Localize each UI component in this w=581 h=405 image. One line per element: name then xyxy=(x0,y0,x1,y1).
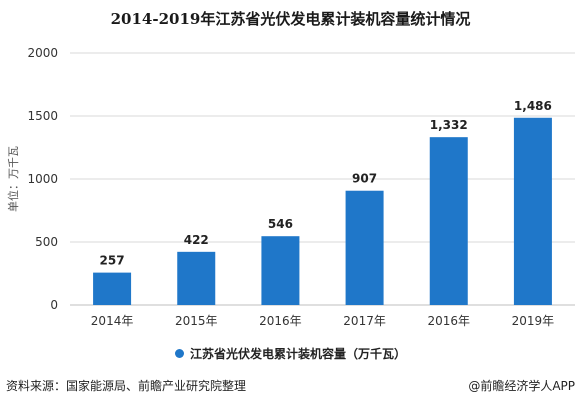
legend-swatch xyxy=(174,349,184,358)
y-tick-label: 500 xyxy=(35,235,58,249)
data-label: 1,486 xyxy=(514,99,552,113)
x-tick-label: 2016年 xyxy=(259,314,302,328)
legend: 江苏省光伏发电累计装机容量（万千瓦） xyxy=(0,345,581,362)
data-label: 907 xyxy=(352,172,377,186)
bar xyxy=(177,251,216,305)
data-label: 257 xyxy=(100,254,125,268)
x-tick-label: 2016年 xyxy=(427,314,470,328)
y-tick-label: 1500 xyxy=(27,109,58,123)
data-label: 1,332 xyxy=(430,118,468,132)
chart-title: 2014-2019年江苏省光伏发电累计装机容量统计情况 xyxy=(110,10,471,28)
bar xyxy=(513,117,552,305)
brand-label: @前瞻经济学人APP xyxy=(468,379,575,393)
x-tick-label: 2015年 xyxy=(175,314,218,328)
source-note: 资料来源：国家能源局、前瞻产业研究院整理 xyxy=(6,379,247,393)
bar xyxy=(345,190,384,305)
data-label: 546 xyxy=(268,217,293,231)
bar xyxy=(93,272,132,305)
x-tick-label: 2019年 xyxy=(512,314,555,328)
y-tick-label: 1000 xyxy=(27,172,58,186)
bar xyxy=(261,236,300,305)
x-tick-label: 2014年 xyxy=(91,314,134,328)
y-tick-label: 2000 xyxy=(27,46,58,60)
legend-label: 江苏省光伏发电累计装机容量（万千瓦） xyxy=(189,347,406,361)
x-tick-label: 2017年 xyxy=(343,314,386,328)
y-axis-label: 单位：万千瓦 xyxy=(6,146,20,212)
bar xyxy=(429,137,468,305)
y-tick-label: 0 xyxy=(50,298,58,312)
data-label: 422 xyxy=(184,233,209,247)
